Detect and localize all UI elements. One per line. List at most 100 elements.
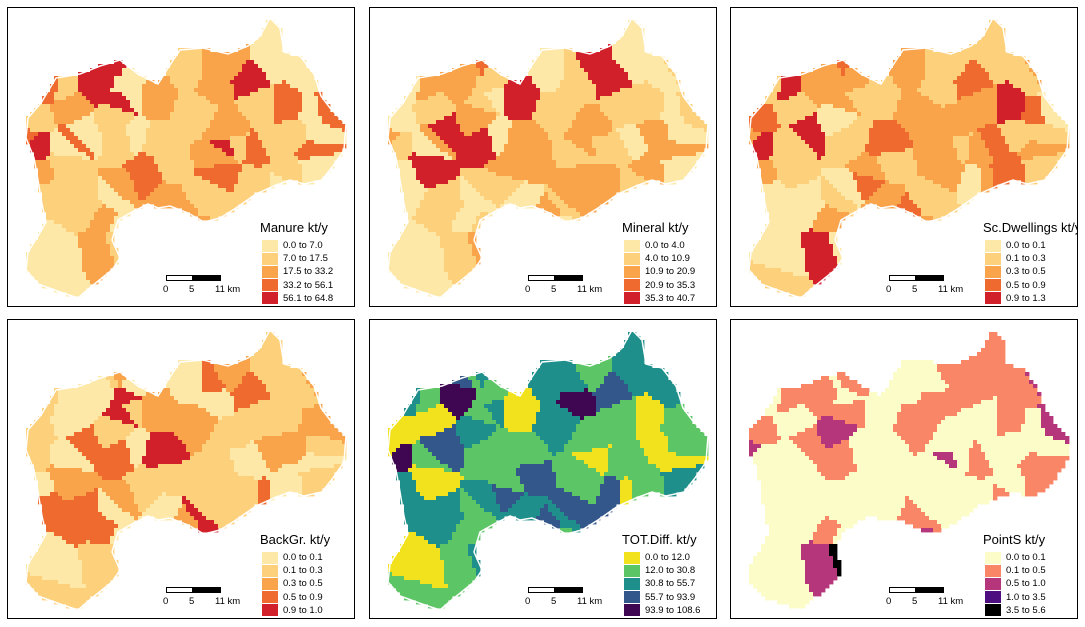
- scale-bar: 0 5 11 km: [163, 275, 246, 295]
- choropleth-map: [25, 16, 347, 299]
- legend-label: 0.0 to 0.1: [283, 552, 323, 564]
- legend-swatch: [624, 551, 640, 564]
- legend-item: 0.1 to 0.3: [262, 564, 330, 577]
- scale-label-mid: 5: [551, 596, 557, 607]
- legend-swatch: [985, 604, 1001, 617]
- legend-label: 0.1 to 0.3: [1006, 253, 1046, 265]
- legend-item: 4.0 to 10.9: [624, 252, 695, 265]
- legend-label: 0.0 to 7.0: [283, 240, 323, 252]
- scale-bar-segment-dark: [555, 275, 583, 281]
- scale-label-zero: 0: [163, 284, 169, 295]
- scale-label-mid: 5: [189, 284, 195, 295]
- legend-label: 10.9 to 20.9: [645, 266, 696, 278]
- legend-swatch: [262, 564, 278, 577]
- legend-title: Manure kt/y: [260, 220, 328, 235]
- scale-label-mid: 5: [551, 284, 557, 295]
- legend-label: 0.3 to 0.5: [283, 578, 323, 590]
- scale-bar: 0 5 11 km: [525, 587, 608, 607]
- legend-swatch: [624, 292, 640, 305]
- legend-swatch: [985, 564, 1001, 577]
- basin-outline: [387, 328, 709, 611]
- legend-swatch: [985, 551, 1001, 564]
- legend-swatch: [624, 239, 640, 252]
- scale-label-zero: 0: [525, 596, 531, 607]
- map-panel-sc-dwellings: Sc.Dwellings kt/y 0.0 to 0.1 0.1 to 0.3 …: [730, 7, 1078, 307]
- legend-title: BackGr. kt/y: [260, 532, 331, 547]
- scale-label-mid: 5: [912, 284, 918, 295]
- choropleth-map: [25, 328, 347, 611]
- choropleth-map: [387, 328, 709, 611]
- basin-outline: [748, 16, 1070, 299]
- sub-basins: [26, 332, 347, 609]
- map-panel-tot-diff: TOT.Diff. kt/y 0.0 to 12.0 12.0 to 30.8 …: [369, 319, 717, 619]
- legend-label: 30.8 to 55.7: [645, 578, 696, 590]
- legend-item: 0.0 to 0.1: [262, 551, 330, 564]
- legend-label: 0.9 to 1.0: [283, 604, 323, 616]
- scale-label-end: 11 km: [215, 284, 241, 295]
- map-panel-manure: Manure kt/y 0.0 to 7.0 7.0 to 17.5 17.5 …: [7, 7, 355, 307]
- legend-label: 7.0 to 17.5: [283, 253, 328, 265]
- scale-bar-segment-light: [166, 587, 193, 593]
- legend-label: 0.5 to 0.9: [1006, 279, 1046, 291]
- legend-title: Mineral kt/y: [622, 220, 689, 235]
- legend-label: 0.3 to 0.5: [1006, 266, 1046, 278]
- legend-label: 0.9 to 1.3: [1006, 292, 1046, 304]
- map-legend: Mineral kt/y 0.0 to 4.0 4.0 to 10.9 10.9…: [622, 220, 696, 305]
- legend-swatch: [262, 252, 278, 265]
- legend-item: 0.0 to 0.1: [985, 239, 1077, 252]
- legend-title: Sc.Dwellings kt/y: [983, 220, 1078, 235]
- map-legend: PointS kt/y 0.0 to 0.1 0.1 to 0.5 0.5 to…: [983, 532, 1046, 617]
- legend-item: 20.9 to 35.3: [624, 279, 695, 292]
- basin-outline: [25, 16, 347, 299]
- legend-label: 93.9 to 108.6: [645, 604, 701, 616]
- legend-item: 0.5 to 1.0: [985, 577, 1046, 590]
- scale-bar: 0 5 11 km: [163, 587, 246, 607]
- legend-swatch: [262, 265, 278, 278]
- legend-item: 0.9 to 1.3: [985, 292, 1077, 305]
- legend-swatch: [985, 279, 1001, 292]
- choropleth-map: [749, 332, 1070, 609]
- legend-swatch: [262, 279, 278, 292]
- legend-swatch: [624, 252, 640, 265]
- legend-item: 30.8 to 55.7: [624, 577, 700, 590]
- legend-swatch: [985, 591, 1001, 604]
- map-legend: Sc.Dwellings kt/y 0.0 to 0.1 0.1 to 0.3 …: [983, 220, 1078, 305]
- legend-item: 33.2 to 56.1: [262, 279, 333, 292]
- scale-label-end: 11 km: [215, 596, 241, 607]
- scale-bar-segment-dark: [555, 587, 583, 593]
- legend-swatch: [624, 564, 640, 577]
- legend-item: 0.0 to 0.1: [985, 551, 1046, 564]
- scale-label-zero: 0: [886, 596, 892, 607]
- legend-item: 56.1 to 64.8: [262, 292, 333, 305]
- scale-bar-segment-light: [889, 587, 916, 593]
- legend-swatch: [262, 604, 278, 617]
- scale-label-zero: 0: [525, 284, 531, 295]
- legend-swatch: [624, 279, 640, 292]
- scale-bar: 0 5 11 km: [886, 275, 969, 295]
- legend-item: 55.7 to 93.9: [624, 591, 700, 604]
- legend-label: 55.7 to 93.9: [645, 591, 696, 603]
- scale-label-end: 11 km: [577, 284, 603, 295]
- legend-swatch: [624, 591, 640, 604]
- scale-bar-segment-dark: [193, 275, 221, 281]
- legend-swatch: [985, 577, 1001, 590]
- legend-label: 12.0 to 30.8: [645, 565, 696, 577]
- legend-title: PointS kt/y: [983, 532, 1046, 547]
- legend-label: 33.2 to 56.1: [283, 279, 334, 291]
- legend-item: 93.9 to 108.6: [624, 604, 700, 617]
- map-panel-backgr: BackGr. kt/y 0.0 to 0.1 0.1 to 0.3 0.3 t…: [7, 319, 355, 619]
- legend-item: 0.5 to 0.9: [985, 279, 1077, 292]
- legend-swatch: [262, 239, 278, 252]
- legend-item: 0.0 to 7.0: [262, 239, 333, 252]
- choropleth-map: [387, 16, 709, 299]
- legend-swatch: [985, 292, 1001, 305]
- scale-bar-segment-light: [528, 275, 555, 281]
- legend-swatch: [624, 265, 640, 278]
- legend-label: 0.1 to 0.5: [1006, 565, 1046, 577]
- legend-swatch: [624, 604, 640, 617]
- legend-item: 12.0 to 30.8: [624, 564, 700, 577]
- legend-item: 0.3 to 0.5: [262, 577, 330, 590]
- scale-label-zero: 0: [886, 284, 892, 295]
- legend-label: 0.1 to 0.3: [283, 565, 323, 577]
- legend-label: 3.5 to 5.6: [1006, 604, 1046, 616]
